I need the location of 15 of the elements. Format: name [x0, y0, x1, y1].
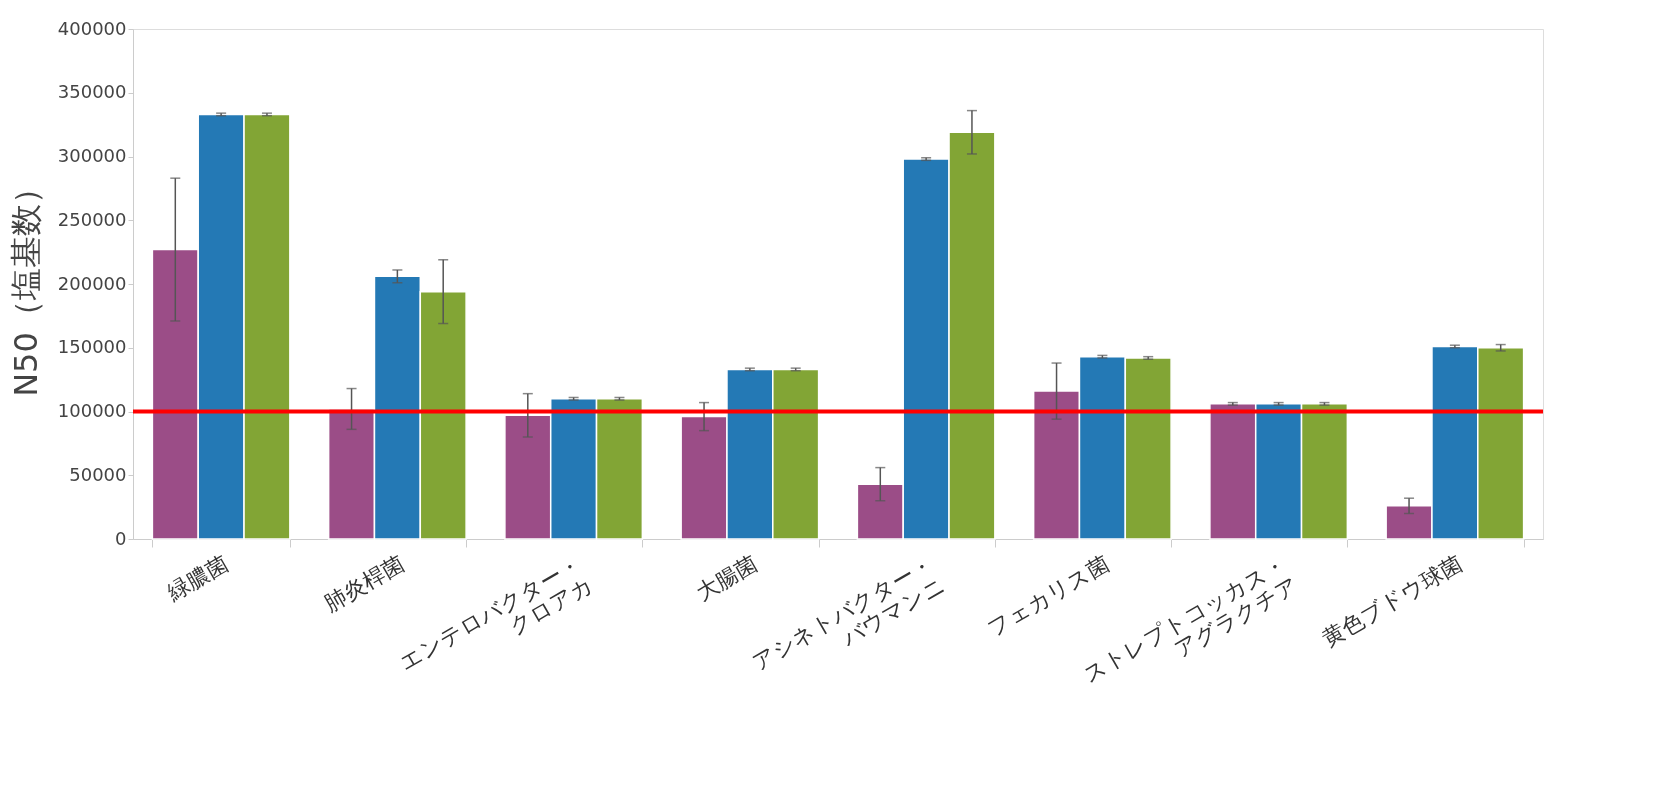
y-tick-label: 400000: [57, 17, 127, 39]
y-tick-label: 300000: [57, 145, 127, 166]
y-tick-label: 50000: [69, 463, 127, 485]
x-tick-label: 緑膿菌: [162, 550, 233, 607]
y-axis-title: N50（塩基数）: [6, 172, 45, 397]
y-tick-label: 150000: [57, 336, 127, 358]
y-tick-label: 350000: [57, 81, 127, 103]
y-tick-label: 200000: [57, 272, 127, 294]
y-tick-label: 100000: [57, 400, 127, 421]
x-tick-label: 肺炎桿菌: [320, 550, 409, 617]
x-tick-label: フェカリス菌: [982, 550, 1114, 642]
x-tick-label: 黄色ブドウ球菌: [1317, 550, 1467, 652]
y-tick-label: 250000: [57, 208, 127, 230]
x-tick-label: 大腸菌: [691, 550, 762, 606]
y-tick-label: 0: [115, 527, 127, 549]
